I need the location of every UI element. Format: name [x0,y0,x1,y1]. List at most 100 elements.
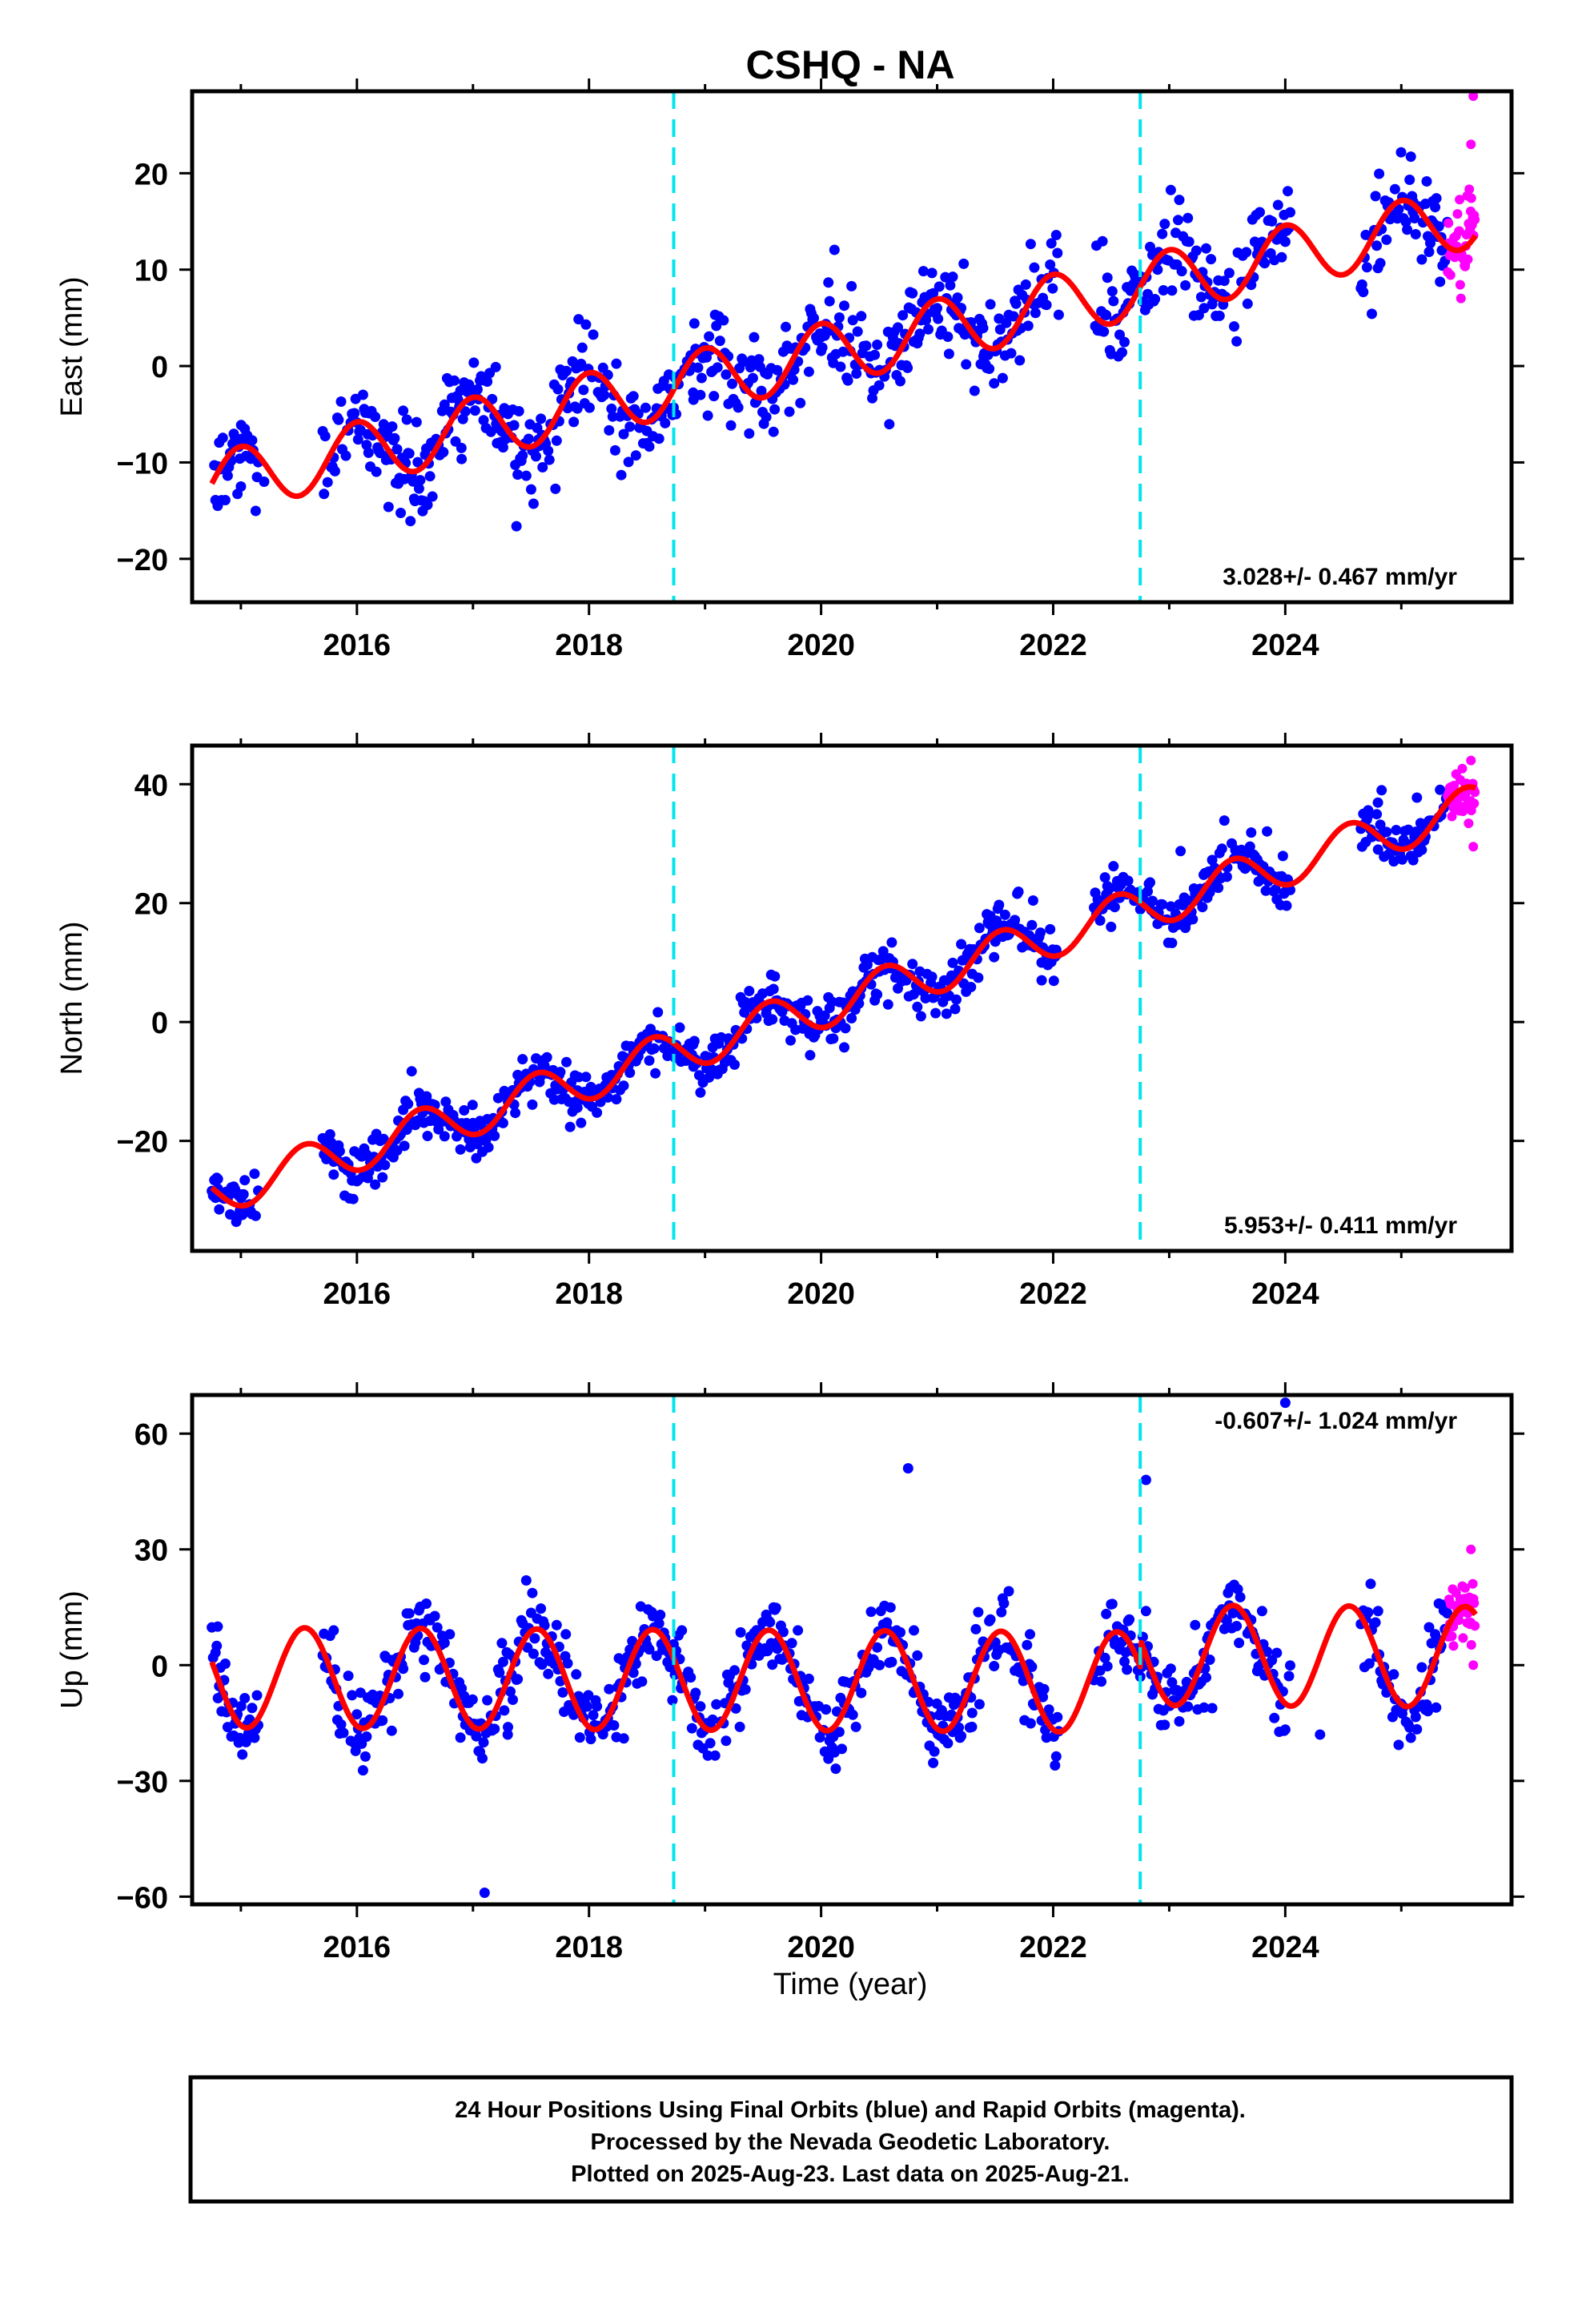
final-orbit-point [786,1638,797,1649]
final-orbit-point [840,1023,851,1034]
final-orbit-point [1381,234,1392,245]
final-orbit-point [973,1606,984,1618]
final-orbit-point [961,359,972,370]
x-tick-label: 2016 [323,1931,391,1964]
rapid-orbit-point [1468,1660,1479,1671]
final-orbit-point [333,414,344,425]
final-orbit-point [1206,254,1217,265]
final-orbit-point [1279,1397,1291,1409]
final-orbit-point [1197,902,1208,913]
final-orbit-point [1223,267,1235,279]
final-orbit-point [537,462,548,472]
final-orbit-point [952,292,963,304]
final-orbit-point [839,300,849,312]
rapid-orbit-point [1466,139,1476,150]
final-orbit-point [912,1001,923,1012]
final-orbit-point [1101,1608,1112,1619]
final-orbit-point [609,444,620,456]
y-tick-label: 0 [151,351,168,384]
final-orbit-point [781,321,791,332]
final-orbit-point [472,384,483,395]
final-orbit-point [335,1719,347,1730]
final-orbit-point [1157,899,1168,910]
final-orbit-point [551,1619,562,1630]
x-tick-label: 2024 [1251,629,1319,662]
final-orbit-point [685,1672,697,1683]
rapid-orbit-point [1447,1631,1457,1642]
x-tick-label: 2024 [1251,1931,1319,1964]
final-orbit-point [1187,914,1199,925]
final-orbit-point [830,1763,841,1775]
final-orbit-point [1182,212,1194,223]
final-orbit-point [718,315,729,326]
final-orbit-point [1371,809,1383,820]
final-orbit-point [842,375,853,386]
final-orbit-point [994,899,1005,911]
x-tick-label: 2016 [323,629,391,662]
final-orbit-point [1106,921,1117,932]
final-orbit-point [872,989,883,1000]
final-orbit-point [1025,239,1036,250]
final-orbit-point [833,1727,845,1738]
final-orbit-point [1442,1608,1453,1618]
final-orbit-point [1391,825,1402,835]
final-orbit-point [744,986,755,996]
final-orbit-point [212,501,223,512]
final-orbit-point [677,1625,688,1636]
final-orbit-point [809,312,819,324]
final-orbit-point [1395,147,1407,158]
final-orbit-point [926,267,938,279]
final-orbit-point [357,1765,368,1776]
final-orbit-point [1165,901,1176,912]
final-orbit-point [772,364,783,376]
final-orbit-point [1374,168,1385,179]
final-orbit-point [1435,784,1446,795]
final-orbit-point [770,1602,781,1614]
final-orbit-point [543,445,554,456]
final-orbit-point [588,329,599,340]
final-orbit-point [777,1626,789,1638]
rapid-orbit-point [1469,1598,1480,1608]
final-orbit-point [1234,1638,1245,1648]
final-orbit-point [958,258,970,269]
final-orbit-point [640,402,651,413]
final-orbit-point [1279,236,1291,247]
final-orbit-point [1035,927,1046,939]
final-orbit-point [557,1687,568,1698]
final-orbit-point [1423,247,1435,257]
final-orbit-point [250,505,261,517]
final-orbit-point [422,1131,433,1141]
final-orbit-point [415,475,426,486]
final-orbit-point [528,498,539,509]
final-orbit-point [1038,1683,1050,1695]
final-orbit-point [753,354,765,365]
final-orbit-point [322,476,333,488]
final-orbit-point [1117,347,1127,358]
final-orbit-point [989,951,1000,963]
final-orbit-point [363,447,374,458]
final-orbit-point [427,491,438,502]
final-orbit-point [805,1050,816,1061]
final-orbit-point [1260,885,1271,896]
final-orbit-point [884,419,895,430]
final-orbit-point [1423,1622,1435,1633]
final-orbit-point [1150,294,1161,304]
final-orbit-point [1106,1598,1118,1610]
final-orbit-point [1108,861,1119,872]
rate-annotation: 5.953+/- 0.411 mm/yr [1224,1212,1457,1239]
final-orbit-point [212,1173,223,1184]
footer-line-3: Plotted on 2025-Aug-23. Last data on 202… [571,2161,1130,2187]
final-orbit-point [1026,1661,1038,1672]
final-orbit-point [704,331,715,342]
rapid-orbit-point [1470,1621,1480,1631]
final-orbit-point [328,1169,339,1180]
final-orbit-point [660,417,671,428]
final-orbit-point [1231,336,1243,347]
final-orbit-point [1229,321,1239,332]
final-orbit-point [497,1656,508,1667]
final-orbit-point [482,376,493,387]
final-orbit-point [847,1709,858,1720]
final-orbit-point [998,1598,1010,1609]
model-fit-line [209,1602,1478,1735]
final-orbit-point [1393,203,1404,215]
